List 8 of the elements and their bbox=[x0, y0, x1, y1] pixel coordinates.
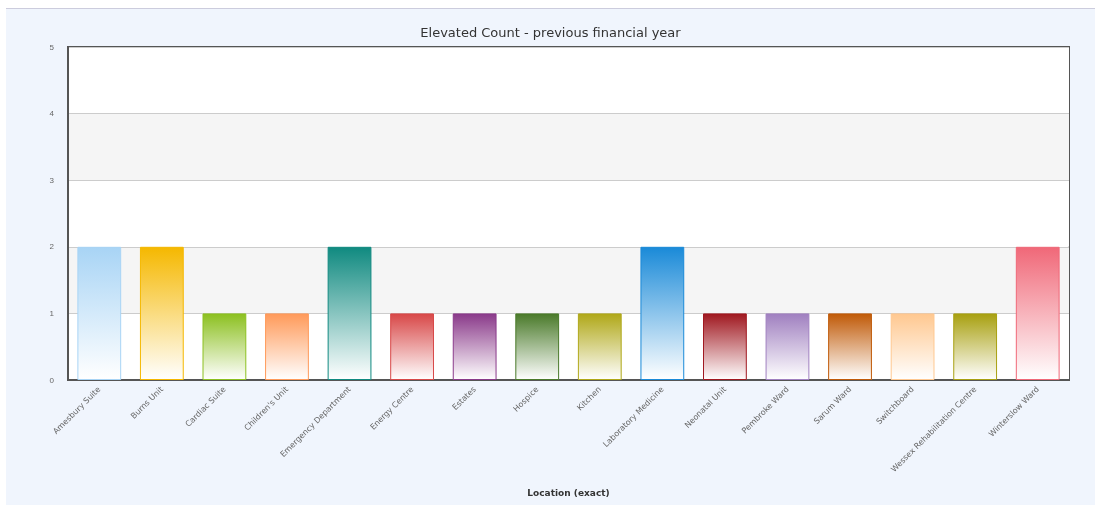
y-tick-label: 2 bbox=[49, 242, 55, 252]
y-tick-label: 0 bbox=[49, 375, 55, 385]
y-tick-label: 1 bbox=[49, 308, 55, 318]
chart-title: Elevated Count - previous financial year bbox=[420, 25, 682, 40]
y-tick-label: 3 bbox=[49, 175, 55, 185]
y-tick-label: 4 bbox=[49, 109, 55, 119]
x-axis-title: Location (exact) bbox=[527, 487, 610, 498]
y-tick-label: 5 bbox=[49, 42, 55, 52]
